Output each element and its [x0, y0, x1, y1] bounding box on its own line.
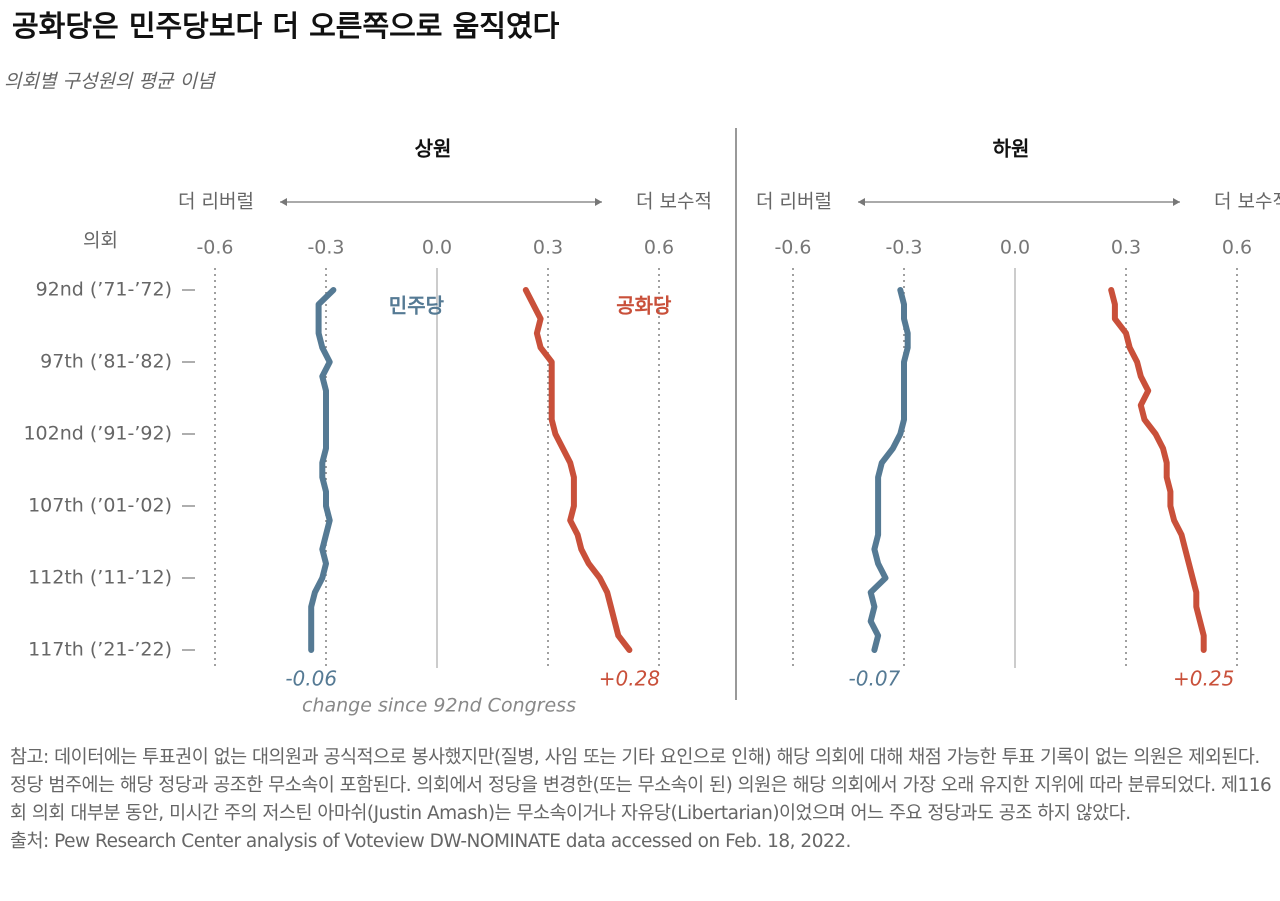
- y-tick-label: 117th (’21-’22): [28, 639, 172, 661]
- y-tick-label: 107th (’01-’02): [28, 495, 172, 517]
- legend-label: 민주당: [389, 294, 445, 318]
- x-tick-label: 0.0: [1000, 237, 1030, 259]
- subtitle: 의회별 구성원의 평균 이념: [4, 71, 217, 93]
- x-tick-label: -0.6: [196, 237, 233, 259]
- panel-title: 하원: [993, 137, 1030, 161]
- change-label: -0.06: [285, 667, 337, 691]
- y-tick-label: 92nd (’71-’72): [36, 279, 172, 301]
- notes: 참고: 데이터에는 투표권이 없는 대의원과 공식적으로 봉사했지만(질병, 사…: [10, 744, 1272, 856]
- y-tick-label: 97th (’81-’82): [40, 351, 172, 373]
- direction-right: 더 보수적: [1214, 191, 1280, 213]
- x-tick-label: 0.3: [533, 237, 563, 259]
- x-tick-label: 0.3: [1111, 237, 1141, 259]
- change-label: +0.25: [1173, 667, 1234, 691]
- x-tick-label: -0.3: [885, 237, 922, 259]
- change-label: +0.28: [599, 667, 660, 691]
- y-axis-label: 의회: [83, 230, 118, 252]
- y-tick-label: 102nd (’91-’92): [23, 423, 172, 445]
- series-line: [1108, 287, 1207, 653]
- series-line: [867, 287, 911, 653]
- change-label: -0.07: [849, 667, 901, 691]
- legend-label: 공화당: [616, 294, 672, 318]
- chart: 공화당은 민주당보다 더 오른쪽으로 움직였다 의회별 구성원의 평균 이념 의…: [4, 9, 1280, 717]
- direction-right: 더 보수적: [636, 191, 712, 213]
- x-tick-label: -0.6: [774, 237, 811, 259]
- source: 출처: Pew Research Center analysis of Vote…: [10, 831, 851, 852]
- note: 참고: 데이터에는 투표권이 없는 대의원과 공식적으로 봉사했지만(질병, 사…: [10, 747, 1272, 824]
- chart-title: 공화당은 민주당보다 더 오른쪽으로 움직였다: [12, 9, 560, 43]
- y-tick-label: 112th (’11-’12): [28, 567, 172, 589]
- x-tick-label: -0.3: [307, 237, 344, 259]
- x-tick-label: 0.6: [1222, 237, 1252, 259]
- direction-left: 더 리버럴: [756, 191, 832, 213]
- series-line: [308, 287, 337, 653]
- annotation: change since 92nd Congress: [302, 695, 576, 717]
- direction-left: 더 리버럴: [178, 191, 254, 213]
- x-tick-label: 0.0: [422, 237, 452, 259]
- panel-title: 상원: [415, 137, 452, 161]
- x-tick-label: 0.6: [644, 237, 674, 259]
- series-line: [522, 287, 633, 653]
